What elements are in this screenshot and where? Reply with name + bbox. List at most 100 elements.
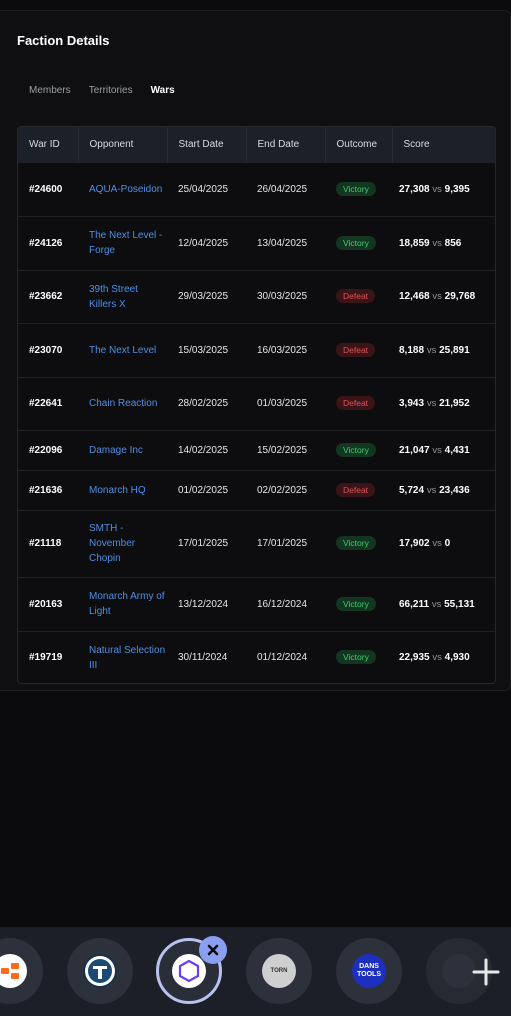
war-id: #24126	[29, 237, 63, 249]
dock-app-button[interactable]: DANS TOOLS	[336, 938, 402, 1004]
table-row: #21118 SMTH - November Chopin 17/01/2025…	[18, 510, 495, 577]
score-them: 856	[444, 237, 462, 249]
dock-app-button[interactable]	[426, 938, 492, 1004]
end-date: 01/03/2025	[257, 398, 308, 409]
start-date: 13/12/2024	[178, 598, 229, 610]
score-vs: vs	[432, 183, 442, 195]
table-header-row: War ID Opponent Start Date End Date Outc…	[18, 127, 495, 162]
score-us: 21,047	[399, 444, 430, 456]
tab-territories[interactable]: Territories	[88, 85, 133, 96]
dock-app-button[interactable]: TORN	[246, 938, 312, 1004]
opponent-link[interactable]: SMTH - November Chopin	[89, 523, 136, 564]
start-date: 01/02/2025	[178, 484, 229, 496]
column-header-outcome[interactable]: Outcome	[325, 127, 393, 162]
score-vs: vs	[426, 484, 437, 496]
score-vs: vs	[426, 344, 437, 356]
opponent-link[interactable]: Natural Selection III	[89, 644, 166, 671]
opponent-link[interactable]: Damage Inc	[89, 444, 143, 456]
app-torn-badge-icon: TORN	[262, 954, 296, 988]
score-vs: vs	[432, 237, 442, 249]
start-date: 25/04/2025	[178, 183, 229, 195]
outcome-badge: Defeat	[336, 342, 376, 357]
opponent-link[interactable]: AQUA-Poseidon	[89, 183, 163, 195]
outcome-cell: Victory	[325, 510, 392, 577]
column-header-war-id[interactable]: War ID	[18, 127, 79, 162]
score-them: 4,431	[444, 444, 470, 456]
end-date: 16/03/2025	[257, 344, 308, 356]
app-dock: TORN DANS TOOLS	[0, 927, 511, 1016]
outcome-badge: Defeat	[336, 289, 376, 303]
table-row: #22641 Chain Reaction 28/02/2025 01/03/2…	[18, 377, 495, 430]
score-cell: 3,943 vs 21,952	[392, 377, 495, 430]
app-hexagon-icon	[172, 954, 206, 988]
score-cell: 8,188 vs 25,891	[392, 323, 495, 377]
table-row: #20163 Monarch Army of Light 13/12/2024 …	[18, 577, 495, 631]
tab-wars[interactable]: Wars	[150, 85, 175, 96]
score-us: 17,902	[399, 538, 430, 549]
app-orange-icon	[0, 954, 27, 988]
score-us: 12,468	[399, 291, 430, 302]
table-row: #24126 The Next Level - Forge 12/04/2025…	[18, 216, 495, 270]
score-vs: vs	[432, 538, 442, 549]
opponent-link[interactable]: Monarch Army of Light	[89, 591, 165, 617]
war-id: #23662	[29, 291, 63, 302]
dock-app-button[interactable]	[0, 938, 43, 1004]
app-dans-tools-icon: DANS TOOLS	[352, 954, 386, 988]
dock-app-button[interactable]	[67, 938, 133, 1004]
start-date: 14/02/2025	[178, 444, 229, 456]
war-id: #21118	[29, 538, 62, 549]
column-header-start-date[interactable]: Start Date	[167, 127, 247, 162]
column-header-opponent[interactable]: Opponent	[78, 127, 168, 162]
score-them: 0	[444, 538, 451, 549]
score-cell: 17,902 vs 0	[392, 510, 495, 577]
war-id: #23070	[29, 344, 63, 356]
war-id: #21636	[29, 484, 63, 496]
score-them: 4,930	[444, 652, 470, 664]
war-id: #20163	[29, 598, 63, 610]
opponent-link[interactable]: 39th Street Killers X	[89, 283, 138, 310]
outcome-cell: Victory	[325, 216, 392, 270]
war-id: #22641	[29, 398, 63, 409]
close-icon[interactable]	[199, 936, 227, 964]
score-cell: 5,724 vs 23,436	[392, 470, 495, 510]
start-date: 12/04/2025	[178, 237, 229, 249]
end-date: 26/04/2025	[257, 183, 308, 195]
war-id: #19719	[29, 652, 63, 664]
outcome-badge: Victory	[336, 596, 376, 611]
end-date: 17/01/2025	[257, 538, 308, 549]
score-us: 8,188	[399, 344, 425, 356]
score-cell: 12,468 vs 29,768	[392, 270, 495, 323]
score-us: 18,859	[399, 237, 430, 249]
opponent-link[interactable]: The Next Level - Forge	[89, 230, 163, 256]
app-partial-icon	[442, 954, 476, 988]
end-date: 30/03/2025	[257, 291, 308, 302]
column-header-end-date[interactable]: End Date	[246, 127, 326, 162]
table-row: #22096 Damage Inc 14/02/2025 15/02/2025 …	[18, 430, 495, 470]
outcome-cell: Victory	[325, 631, 392, 683]
table-row: #23070 The Next Level 15/03/2025 16/03/2…	[18, 323, 495, 377]
start-date: 29/03/2025	[178, 291, 229, 302]
outcome-cell: Defeat	[325, 470, 392, 510]
score-us: 5,724	[399, 484, 425, 496]
score-cell: 18,859 vs 856	[392, 216, 495, 270]
opponent-link[interactable]: The Next Level	[89, 344, 157, 356]
faction-details-panel: Faction Details Members Territories Wars…	[0, 10, 511, 691]
start-date: 15/03/2025	[178, 344, 229, 356]
outcome-cell: Defeat	[325, 270, 392, 323]
outcome-cell: Victory	[325, 430, 392, 470]
outcome-cell: Victory	[325, 577, 392, 631]
score-vs: vs	[432, 444, 442, 456]
plus-icon[interactable]	[467, 953, 505, 991]
outcome-badge: Victory	[336, 442, 376, 457]
score-vs: vs	[426, 398, 437, 409]
opponent-link[interactable]: Monarch HQ	[89, 484, 146, 496]
end-date: 02/02/2025	[257, 484, 308, 496]
opponent-link[interactable]: Chain Reaction	[89, 398, 158, 409]
tab-members[interactable]: Members	[29, 85, 71, 96]
war-id: #24600	[29, 183, 63, 195]
end-date: 01/12/2024	[257, 652, 308, 664]
end-date: 15/02/2025	[257, 444, 308, 456]
score-them: 29,768	[444, 291, 476, 302]
outcome-badge: Victory	[336, 536, 376, 550]
column-header-score[interactable]: Score	[403, 138, 430, 150]
